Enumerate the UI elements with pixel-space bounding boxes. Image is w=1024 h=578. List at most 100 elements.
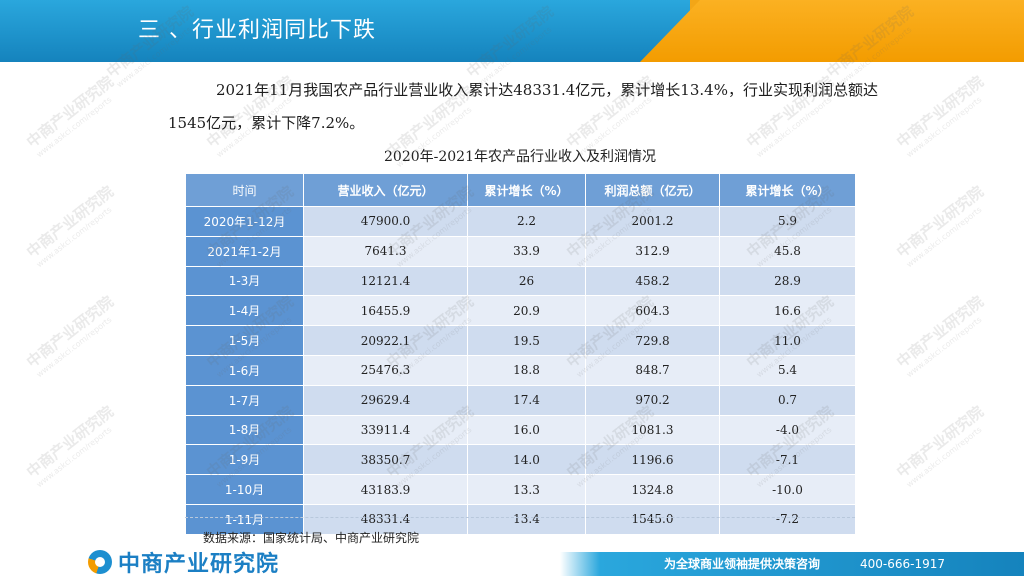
value-cell: 33.9 [467, 235, 586, 267]
table-row: 2021年1-2月 7641.3 33.9 312.9 45.8 [185, 235, 856, 267]
value-cell: 2001.2 [585, 206, 720, 237]
header-blue-band [0, 0, 690, 62]
value-cell: 38350.7 [303, 444, 468, 476]
data-source-note: 数据来源：国家统计局、中商产业研究院 [203, 531, 420, 545]
value-cell: 970.2 [585, 384, 720, 416]
table-row: 1-7月 29629.4 17.4 970.2 0.7 [185, 384, 856, 416]
value-cell: 33911.4 [303, 414, 468, 446]
value-cell: 20922.1 [303, 325, 468, 356]
header-orange-band [640, 0, 1024, 62]
watermark-text: 中商产业研究院 [893, 402, 987, 482]
table-caption: 2020年-2021年农产品行业收入及利润情况 [384, 149, 656, 165]
watermark-text: 中商产业研究院 [23, 182, 117, 262]
table-row: 1-11月 48331.4 13.4 1545.0 -7.2 [185, 503, 856, 535]
value-cell: 12121.4 [303, 265, 468, 297]
column-header: 累计增长（%） [719, 173, 856, 207]
column-header: 累计增长（%） [467, 173, 586, 207]
footer-brand: 中商产业研究院 [88, 548, 280, 577]
value-cell: 14.0 [467, 444, 586, 476]
footer-brand-name: 中商产业研究院 [118, 552, 280, 577]
value-cell: 1081.3 [585, 414, 720, 446]
value-cell: -10.0 [719, 474, 856, 505]
watermark-subtext: www.askci.com/reports [34, 424, 114, 490]
value-cell: 604.3 [585, 295, 720, 327]
value-cell: 25476.3 [303, 354, 468, 386]
value-cell: 11.0 [719, 325, 856, 356]
revenue-profit-table: 时间 营业收入（亿元） 累计增长（%） 利润总额（亿元） 累计增长（%） 2020年1-… [185, 173, 856, 535]
table-row: 1-4月 16455.9 20.9 604.3 16.6 [185, 295, 856, 327]
value-cell: -4.0 [719, 414, 856, 446]
period-cell: 1-8月 [185, 414, 304, 446]
section-title: 三 、行业利润同比下跌 [138, 18, 376, 43]
value-cell: 848.7 [585, 354, 720, 386]
table-row: 1-5月 20922.1 19.5 729.8 11.0 [185, 325, 856, 356]
column-header: 利润总额（亿元） [585, 173, 720, 207]
table-header-row: 时间 营业收入（亿元） 累计增长（%） 利润总额（亿元） 累计增长（%） [185, 173, 856, 207]
value-cell: 5.4 [719, 354, 856, 386]
value-cell: 18.8 [467, 354, 586, 386]
watermark-subtext: www.askci.com/reports [904, 94, 984, 160]
value-cell: -7.2 [719, 503, 856, 535]
watermark-text: 中商产业研究院 [893, 182, 987, 262]
period-cell: 1-6月 [185, 354, 304, 386]
table-row: 1-6月 25476.3 18.8 848.7 5.4 [185, 354, 856, 386]
value-cell: 1545.0 [585, 503, 720, 535]
footer-phone: 400-666-1917 [860, 557, 946, 571]
intro-line-2: 现利润总额达1545亿元，累计下降7.2%。 [168, 81, 878, 132]
value-cell: 16455.9 [303, 295, 468, 327]
footer-bar [560, 552, 1024, 576]
watermark-subtext: www.askci.com/reports [34, 204, 114, 270]
value-cell: 45.8 [719, 235, 856, 267]
watermark-subtext: www.askci.com/reports [904, 204, 984, 270]
intro-paragraph: 2021年11月我国农产品行业营业收入累计达48331.4亿元，累计增长13.4… [168, 74, 898, 140]
value-cell: 16.0 [467, 414, 586, 446]
period-cell: 2020年1-12月 [185, 206, 304, 237]
value-cell: 729.8 [585, 325, 720, 356]
period-cell: 2021年1-2月 [185, 235, 304, 267]
column-header: 营业收入（亿元） [303, 173, 468, 207]
table-row: 1-9月 38350.7 14.0 1196.6 -7.1 [185, 444, 856, 476]
watermark-text: 中商产业研究院 [893, 72, 987, 152]
value-cell: 47900.0 [303, 206, 468, 237]
value-cell: 43183.9 [303, 474, 468, 505]
period-cell: 1-10月 [185, 474, 304, 505]
value-cell: 312.9 [585, 235, 720, 267]
header-banner: 三 、行业利润同比下跌 [0, 0, 1024, 62]
watermark-subtext: www.askci.com/reports [904, 424, 984, 490]
value-cell: 28.9 [719, 265, 856, 297]
value-cell: 16.6 [719, 295, 856, 327]
table-row: 1-10月 43183.9 13.3 1324.8 -10.0 [185, 474, 856, 505]
period-cell: 1-4月 [185, 295, 304, 327]
value-cell: 26 [467, 265, 586, 297]
value-cell: 13.3 [467, 474, 586, 505]
table-row: 2020年1-12月 47900.0 2.2 2001.2 5.9 [185, 206, 856, 237]
table-row: 1-3月 12121.4 26 458.2 28.9 [185, 265, 856, 297]
value-cell: 2.2 [467, 206, 586, 237]
watermark-text: 中商产业研究院 [23, 292, 117, 372]
value-cell: 1324.8 [585, 474, 720, 505]
period-cell: 1-3月 [185, 265, 304, 297]
source-divider [185, 517, 855, 519]
value-cell: 20.9 [467, 295, 586, 327]
table-body: 2020年1-12月 47900.0 2.2 2001.2 5.9 2021年1-2月 76… [185, 206, 856, 535]
value-cell: 7641.3 [303, 235, 468, 267]
period-cell: 1-7月 [185, 384, 304, 416]
value-cell: 48331.4 [303, 503, 468, 535]
value-cell: 19.5 [467, 325, 586, 356]
zhongshang-logo-icon [88, 550, 112, 574]
value-cell: 458.2 [585, 265, 720, 297]
value-cell: -7.1 [719, 444, 856, 476]
watermark-text: 中商产业研究院 [23, 402, 117, 482]
period-cell: 1-5月 [185, 325, 304, 356]
watermark-subtext: www.askci.com/reports [904, 314, 984, 380]
column-header: 时间 [185, 173, 304, 207]
watermark-text: 中商产业研究院 [893, 292, 987, 372]
